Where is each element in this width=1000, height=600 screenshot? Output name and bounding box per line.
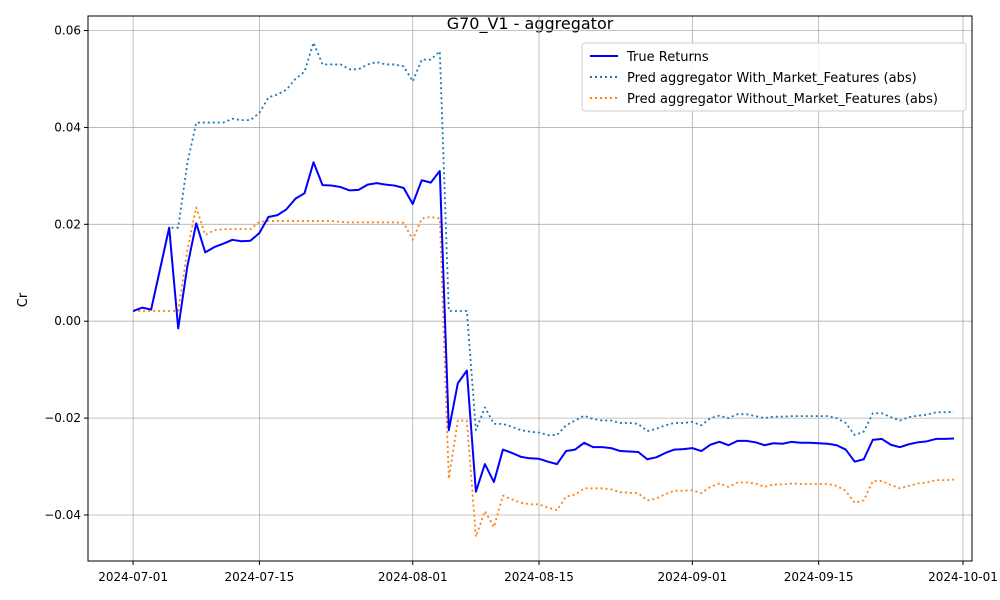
series-line-true-returns [132, 161, 955, 493]
legend-label-without-market-features: Pred aggregator Without_Market_Features … [627, 92, 938, 107]
legend-label-with-market-features: Pred aggregator With_Market_Features (ab… [627, 71, 917, 86]
y-tick-label: −0.04 [44, 508, 81, 522]
y-tick-label: 0.02 [54, 217, 81, 231]
grid [88, 16, 972, 561]
chart-title: G70_V1 - aggregator [447, 14, 614, 34]
x-tick-label: 2024-07-01 [98, 570, 168, 584]
series-line-with-market-features [132, 41, 955, 436]
y-tick-label: 0.00 [54, 314, 81, 328]
series-line-without-market-features [133, 206, 955, 538]
x-tick-label: 2024-08-15 [504, 570, 574, 584]
y-axis-label: Cr [16, 292, 31, 307]
x-tick-label: 2024-07-15 [225, 570, 295, 584]
y-axis: −0.04 −0.02 0.00 0.02 0.04 0.06 [44, 24, 88, 522]
series-layer [132, 41, 955, 538]
legend: True Returns Pred aggregator With_Market… [581, 42, 967, 112]
legend-box [581, 42, 967, 112]
y-tick-label: −0.02 [44, 411, 81, 425]
x-tick-label: 2024-10-01 [928, 570, 998, 584]
y-tick-label: 0.04 [54, 120, 81, 134]
x-axis: 2024-07-01 2024-07-15 2024-08-01 2024-08-15… [98, 561, 998, 584]
plot-frame [87, 15, 973, 562]
x-tick-label: 2024-09-15 [784, 570, 854, 584]
x-tick-label: 2024-08-01 [378, 570, 448, 584]
legend-label-true-returns: True Returns [626, 50, 709, 65]
y-tick-label: 0.06 [54, 24, 81, 38]
x-tick-label: 2024-09-01 [657, 570, 727, 584]
